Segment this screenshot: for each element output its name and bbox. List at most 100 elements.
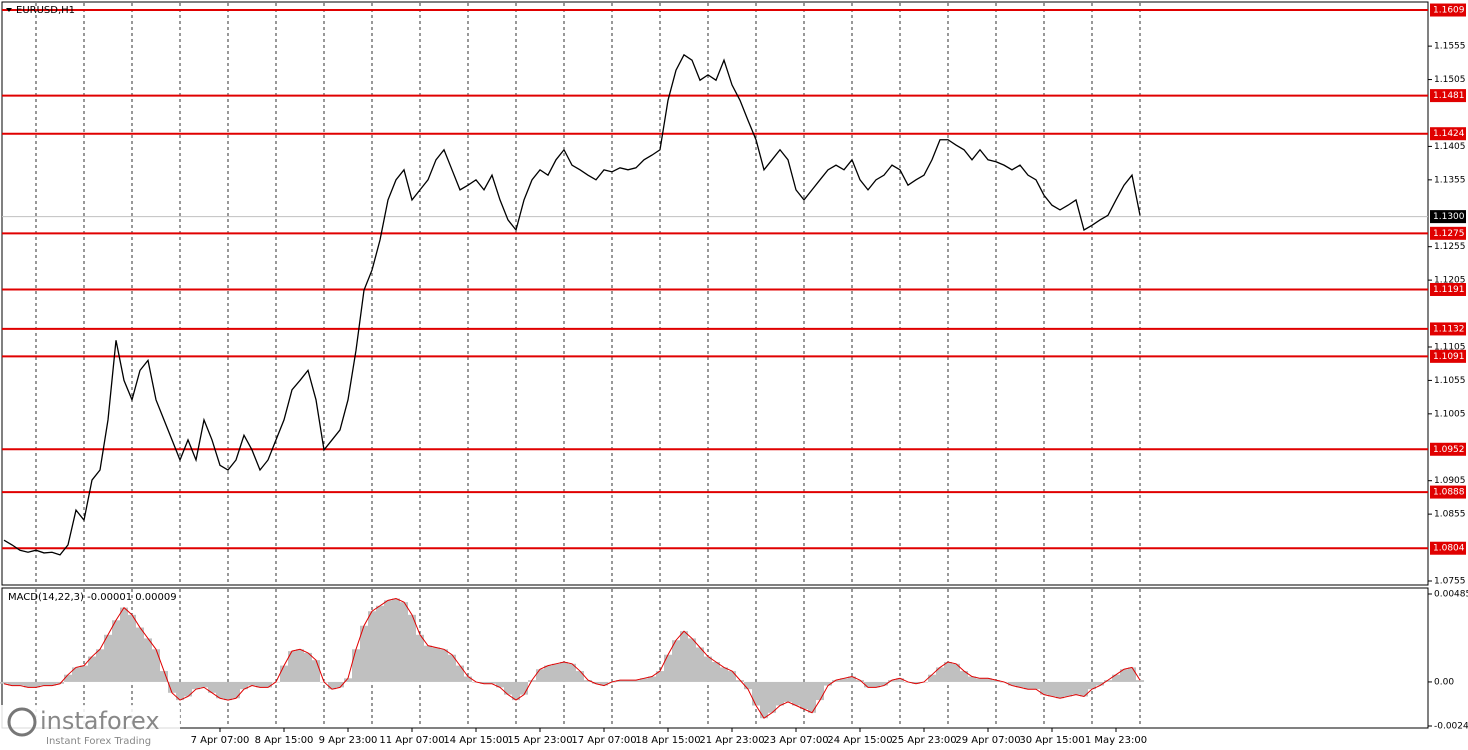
macd-bar [504, 681, 512, 695]
x-tick-label: 25 Apr 23:00 [891, 735, 956, 746]
x-tick-label: 23 Apr 07:00 [763, 735, 828, 746]
macd-bar [0, 681, 8, 684]
macd-bar [1032, 681, 1040, 690]
level-box [1430, 485, 1466, 499]
macd-bar [304, 652, 312, 682]
macd-bar [168, 681, 176, 693]
x-tick-label: 30 Apr 15:00 [1019, 735, 1084, 746]
macd-bar [160, 671, 168, 682]
macd-bar [40, 681, 48, 686]
macd-bar [352, 649, 360, 682]
macd-bar [224, 681, 232, 701]
macd-bar [864, 681, 872, 688]
macd-bar [408, 614, 416, 682]
level-label: 1.1481 [1433, 91, 1465, 101]
macd-bar [968, 676, 976, 682]
macd-bar [728, 671, 736, 682]
level-box [1430, 541, 1466, 555]
macd-bar [120, 607, 128, 682]
macd-bar [1064, 681, 1072, 697]
macd-bar [360, 625, 368, 682]
macd-bar [888, 680, 896, 682]
y-tick-label: 1.1205 [1434, 276, 1466, 286]
macd-bar [1112, 674, 1120, 682]
macd-bar [1072, 681, 1080, 695]
macd-bar [176, 681, 184, 701]
level-box [1430, 282, 1466, 296]
level-box [1430, 3, 1466, 17]
macd-bar [16, 681, 24, 686]
x-tick-label: 11 Apr 07:00 [379, 735, 444, 746]
macd-bar [952, 663, 960, 682]
macd-bar [984, 678, 992, 682]
macd-bar [240, 681, 248, 690]
macd-bar [1104, 680, 1112, 682]
macd-bar [1048, 681, 1056, 697]
macd-bar [560, 661, 568, 682]
macd-bar [648, 676, 656, 682]
logo-name: instaforex [40, 707, 160, 735]
chart-title: EURUSD,H1 [16, 5, 75, 16]
macd-bar [1120, 669, 1128, 682]
macd-bar [440, 649, 448, 682]
level-label: 1.1275 [1433, 229, 1465, 239]
macd-bar [1088, 681, 1096, 690]
level-label: 1.1424 [1433, 129, 1465, 139]
macd-bar [328, 681, 336, 690]
macd-bar [840, 678, 848, 682]
x-tick-label: 21 Apr 23:00 [699, 735, 764, 746]
level-box [1430, 349, 1466, 363]
macd-bar [24, 681, 32, 688]
level-label: 1.1609 [1433, 6, 1465, 16]
macd-bar [512, 681, 520, 701]
y-tick-label: 1.1255 [1434, 242, 1466, 252]
macd-bar [464, 676, 472, 682]
macd-bar [384, 600, 392, 682]
symbol-arrow [6, 8, 12, 12]
grid [2, 3, 1428, 727]
macd-bar [8, 681, 16, 686]
macd-bar [600, 681, 608, 686]
y-tick-label: -0.00243 [1434, 722, 1468, 732]
macd-bar [520, 681, 528, 695]
macd-bar [792, 681, 800, 706]
macd-bar [720, 667, 728, 682]
y-tick-label: 1.1055 [1434, 376, 1466, 386]
x-tick-label: 7 Apr 07:00 [191, 735, 250, 746]
macd-bar [832, 680, 840, 682]
macd-bar [680, 631, 688, 682]
macd-bar [312, 660, 320, 682]
macd-bar [184, 681, 192, 697]
level-box [1430, 226, 1466, 240]
macd-bar [704, 656, 712, 682]
macd-bar [824, 681, 832, 686]
macd-bar [280, 665, 288, 682]
macd-bar [112, 620, 120, 682]
macd-bar [1040, 681, 1048, 695]
macd-bar [1024, 681, 1032, 690]
macd-bar [536, 669, 544, 682]
macd-bar [368, 611, 376, 682]
level-label: 1.1132 [1433, 324, 1465, 334]
y-tick-label: 1.0755 [1434, 576, 1466, 586]
macd-bar [104, 634, 112, 682]
logo: instaforex Instant Forex Trading [0, 705, 180, 750]
macd-bar [552, 663, 560, 682]
macd-bar [152, 649, 160, 682]
macd-bar [752, 681, 760, 706]
level-label: 1.1191 [1433, 285, 1465, 295]
macd-bar [1056, 681, 1064, 699]
y-tick-label: 1.1555 [1434, 42, 1466, 52]
x-tick-label: 8 Apr 15:00 [255, 735, 314, 746]
x-tick-label: 15 Apr 23:00 [507, 735, 572, 746]
macd-bar [776, 681, 784, 706]
macd-bar [96, 649, 104, 682]
logo-tagline: Instant Forex Trading [46, 736, 151, 747]
macd-bar [72, 667, 80, 682]
macd-bar [1136, 680, 1144, 682]
macd-bar [856, 680, 864, 682]
price-line [3, 53, 1141, 556]
y-tick-label: 0.00 [1434, 677, 1454, 687]
